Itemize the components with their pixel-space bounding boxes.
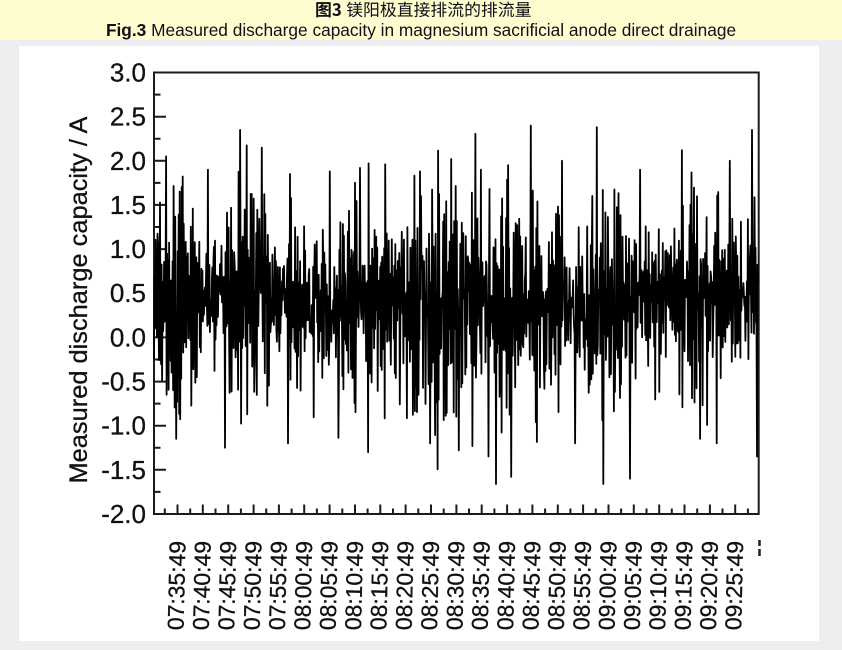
svg-text:09:15:49: 09:15:49 (669, 541, 697, 631)
svg-text:1.5: 1.5 (110, 190, 146, 220)
svg-text:Measured discharge capacity /: Measured discharge capacity / A (65, 116, 93, 483)
svg-text:08:15:49: 08:15:49 (365, 541, 393, 631)
svg-text:07:45:49: 07:45:49 (213, 541, 241, 631)
svg-text:08:55:49: 08:55:49 (568, 541, 596, 631)
svg-text:09:05:49: 09:05:49 (619, 541, 647, 631)
svg-text:08:30:49: 08:30:49 (441, 541, 469, 631)
svg-text:08:45:49: 08:45:49 (517, 541, 545, 631)
svg-text:-1.0: -1.0 (101, 411, 146, 441)
svg-text:08:40:49: 08:40:49 (492, 541, 520, 631)
svg-text:09:20:49: 09:20:49 (695, 541, 723, 631)
svg-text:1.0: 1.0 (110, 234, 146, 264)
svg-text:07:50:49: 07:50:49 (239, 541, 267, 631)
svg-text:08:20:49: 08:20:49 (391, 541, 419, 631)
svg-text:08:10:49: 08:10:49 (340, 541, 368, 631)
svg-text:-0.5: -0.5 (101, 367, 146, 397)
svg-text:2.0: 2.0 (110, 146, 146, 176)
svg-text:08:00:49: 08:00:49 (289, 541, 317, 631)
svg-text:-1.5: -1.5 (101, 455, 146, 485)
svg-text:09:25:49: 09:25:49 (720, 541, 748, 631)
svg-text:0.0: 0.0 (110, 322, 146, 352)
svg-text:0.5: 0.5 (110, 278, 146, 308)
svg-text:08:50:49: 08:50:49 (543, 541, 571, 631)
svg-text:3.0: 3.0 (110, 58, 146, 88)
svg-text:07:35:49: 07:35:49 (162, 541, 190, 631)
svg-text:08:35:49: 08:35:49 (467, 541, 495, 631)
svg-text:2.5: 2.5 (110, 102, 146, 132)
svg-text:-2.0: -2.0 (101, 499, 146, 529)
svg-text:08:05:49: 08:05:49 (315, 541, 343, 631)
svg-text:09:00:49: 09:00:49 (593, 541, 621, 631)
svg-text:07:40:49: 07:40:49 (188, 541, 216, 631)
svg-text:08:25:49: 08:25:49 (416, 541, 444, 631)
svg-text:07:55:49: 07:55:49 (264, 541, 292, 631)
svg-text:09:10:49: 09:10:49 (644, 541, 672, 631)
